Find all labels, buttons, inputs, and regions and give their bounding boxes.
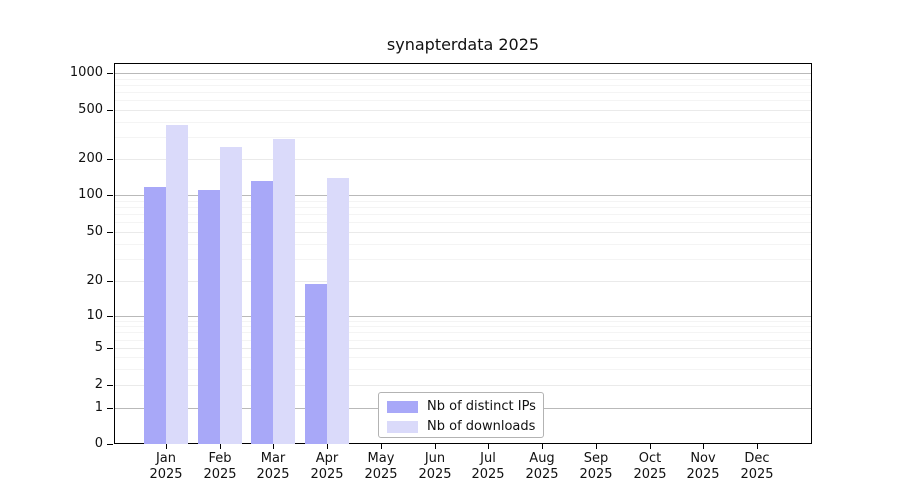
bar-distinct-ips-mar — [251, 181, 273, 444]
gridline-minor — [115, 259, 811, 260]
x-tick-label-jan: Jan 2025 — [149, 451, 183, 482]
y-tick-mark-0 — [107, 444, 113, 445]
gridline-minor — [115, 85, 811, 86]
gridline-minor — [115, 207, 811, 208]
gridline — [115, 385, 811, 386]
y-tick-label-500: 500 — [78, 102, 103, 117]
y-tick-label-5: 5 — [94, 340, 103, 355]
gridline — [115, 110, 811, 111]
gridline-minor — [115, 332, 811, 333]
x-tick-mark-nov — [703, 444, 704, 449]
y-tick-label-0: 0 — [94, 436, 103, 451]
x-tick-label-jun: Jun 2025 — [418, 451, 452, 482]
bar-downloads-mar — [273, 139, 295, 444]
legend-item-downloads: Nb of downloads — [379, 418, 543, 436]
gridline-minor — [115, 79, 811, 80]
bar-downloads-jan — [166, 125, 188, 444]
gridline-minor — [115, 369, 811, 370]
y-tick-mark-100 — [107, 195, 113, 196]
x-tick-label-feb: Feb 2025 — [203, 451, 237, 482]
bar-distinct-ips-jan — [144, 187, 166, 444]
gridline-minor — [115, 137, 811, 138]
legend-swatch-downloads — [387, 421, 418, 433]
y-tick-mark-20 — [107, 281, 113, 282]
y-tick-mark-1000 — [107, 73, 113, 74]
bar-distinct-ips-feb — [198, 190, 220, 444]
gridline-minor — [115, 201, 811, 202]
gridline-minor — [115, 326, 811, 327]
y-tick-mark-200 — [107, 159, 113, 160]
x-tick-mark-apr — [327, 444, 328, 449]
gridline — [115, 281, 811, 282]
x-tick-mark-oct — [650, 444, 651, 449]
y-tick-mark-2 — [107, 385, 113, 386]
gridline — [115, 348, 811, 349]
gridline-minor — [115, 321, 811, 322]
x-tick-label-jul: Jul 2025 — [471, 451, 505, 482]
x-tick-label-may: May 2025 — [364, 451, 398, 482]
gridline-minor — [115, 357, 811, 358]
x-tick-label-nov: Nov 2025 — [686, 451, 720, 482]
x-tick-mark-jun — [435, 444, 436, 449]
y-tick-label-1000: 1000 — [69, 65, 103, 80]
x-tick-label-oct: Oct 2025 — [633, 451, 667, 482]
gridline-minor — [115, 122, 811, 123]
bar-downloads-apr — [327, 178, 349, 444]
x-tick-mark-dec — [757, 444, 758, 449]
y-tick-mark-50 — [107, 232, 113, 233]
bar-distinct-ips-apr — [305, 284, 327, 444]
gridline-decade — [115, 195, 811, 196]
gridline — [115, 159, 811, 160]
gridline-minor — [115, 100, 811, 101]
plot-area — [114, 63, 812, 444]
gridline-minor — [115, 244, 811, 245]
y-tick-mark-1 — [107, 408, 113, 409]
y-tick-label-10: 10 — [86, 308, 103, 323]
x-tick-mark-feb — [220, 444, 221, 449]
legend-label-downloads: Nb of downloads — [427, 419, 536, 434]
x-tick-mark-mar — [273, 444, 274, 449]
gridline-decade — [115, 73, 811, 74]
x-tick-label-sep: Sep 2025 — [579, 451, 613, 482]
gridline-minor — [115, 222, 811, 223]
legend-swatch-distinct-ips — [387, 401, 418, 413]
x-tick-mark-aug — [542, 444, 543, 449]
gridline-minor — [115, 340, 811, 341]
x-tick-label-apr: Apr 2025 — [310, 451, 344, 482]
legend-label-distinct-ips: Nb of distinct IPs — [427, 399, 536, 414]
gridline-decade — [115, 316, 811, 317]
y-tick-label-200: 200 — [78, 151, 103, 166]
bar-downloads-feb — [220, 147, 242, 444]
y-tick-mark-500 — [107, 110, 113, 111]
y-tick-mark-10 — [107, 316, 113, 317]
x-tick-mark-jul — [488, 444, 489, 449]
legend: Nb of distinct IPs Nb of downloads — [378, 392, 544, 438]
gridline-minor — [115, 214, 811, 215]
x-tick-mark-jan — [166, 444, 167, 449]
y-tick-label-50: 50 — [86, 224, 103, 239]
x-tick-label-dec: Dec 2025 — [740, 451, 774, 482]
x-tick-label-aug: Aug 2025 — [525, 451, 559, 482]
y-tick-label-2: 2 — [94, 377, 103, 392]
gridline — [115, 232, 811, 233]
legend-item-distinct-ips: Nb of distinct IPs — [379, 398, 543, 416]
x-tick-label-mar: Mar 2025 — [256, 451, 290, 482]
y-tick-mark-5 — [107, 348, 113, 349]
x-tick-mark-sep — [596, 444, 597, 449]
chart-title: synapterdata 2025 — [386, 35, 540, 54]
x-tick-mark-may — [381, 444, 382, 449]
y-tick-label-100: 100 — [78, 187, 103, 202]
gridline-minor — [115, 92, 811, 93]
y-tick-label-1: 1 — [94, 400, 103, 415]
y-tick-label-20: 20 — [86, 273, 103, 288]
